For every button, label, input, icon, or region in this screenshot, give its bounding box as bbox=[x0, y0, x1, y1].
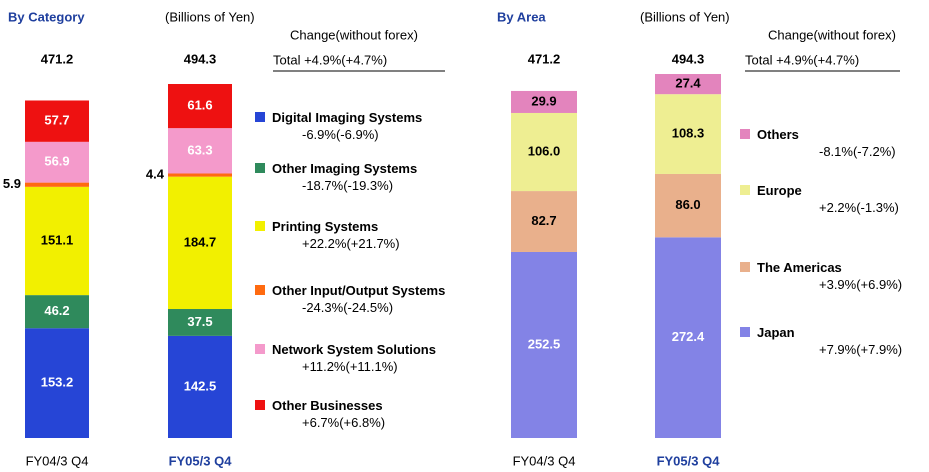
legend-entry: Japan +7.9%(+7.9%) bbox=[757, 324, 917, 358]
legend-entry: The Americas +3.9%(+6.9%) bbox=[757, 259, 917, 293]
bar-segment bbox=[511, 90, 577, 113]
change-header: Change(without forex) bbox=[290, 27, 418, 42]
legend-entry: Other Input/Output Systems -24.3%(-24.5%) bbox=[272, 282, 472, 316]
legend-change: +11.2%(+11.1%) bbox=[302, 359, 398, 374]
legend-name: Europe bbox=[757, 183, 802, 198]
value-label: 4.4 bbox=[146, 167, 165, 182]
legend-name: Digital Imaging Systems bbox=[272, 110, 423, 125]
value-label: 252.5 bbox=[528, 336, 561, 351]
value-label: 5.9 bbox=[3, 176, 21, 191]
legend-swatch bbox=[255, 285, 265, 295]
legend-name: Other Input/Output Systems bbox=[272, 283, 446, 298]
legend-swatch bbox=[740, 185, 750, 195]
bar-segment bbox=[168, 309, 232, 336]
legend-entry: Digital Imaging Systems -6.9%(-6.9%) bbox=[272, 109, 472, 143]
bar-segment bbox=[25, 141, 89, 183]
legend-change: -6.9%(-6.9%) bbox=[302, 127, 379, 142]
bar-segment bbox=[168, 84, 232, 129]
bar-segment bbox=[168, 335, 232, 438]
legend-name: Printing Systems bbox=[272, 219, 379, 234]
legend-name: Other Imaging Systems bbox=[272, 161, 418, 176]
value-label: 46.2 bbox=[44, 303, 69, 318]
legend-entry: Other Imaging Systems -18.7%(-19.3%) bbox=[272, 160, 472, 194]
bar-segment bbox=[655, 74, 721, 95]
value-label: 151.1 bbox=[41, 232, 74, 247]
total-change: Total +4.9%(+4.7%) bbox=[273, 52, 387, 67]
total-label: 494.3 bbox=[184, 51, 217, 66]
subtitle: (Billions of Yen) bbox=[165, 9, 255, 24]
value-label: 272.4 bbox=[672, 329, 705, 344]
change-header: Change(without forex) bbox=[768, 27, 896, 42]
value-label: 27.4 bbox=[675, 76, 701, 91]
legend-swatch bbox=[255, 344, 265, 354]
bar-segment bbox=[511, 191, 577, 252]
total-label: 471.2 bbox=[41, 51, 74, 66]
value-label: 57.7 bbox=[44, 113, 69, 128]
value-label: 63.3 bbox=[187, 142, 212, 157]
legend-name: Japan bbox=[757, 325, 795, 340]
x-tick-label: FY04/3 Q4 bbox=[26, 453, 89, 468]
value-label: 153.2 bbox=[41, 375, 74, 390]
total-label: 471.2 bbox=[528, 51, 561, 66]
legend-swatch bbox=[740, 129, 750, 139]
legend-name: Network System Solutions bbox=[272, 342, 436, 357]
bar-segment bbox=[25, 328, 89, 438]
bar-segment bbox=[511, 112, 577, 192]
x-tick-label: FY05/3 Q4 bbox=[169, 453, 233, 468]
value-label: 56.9 bbox=[44, 154, 69, 169]
value-label: 37.5 bbox=[187, 314, 212, 329]
legend-change: +22.2%(+21.7%) bbox=[302, 236, 400, 251]
total-change: Total +4.9%(+4.7%) bbox=[745, 52, 859, 67]
legend-change: -18.7%(-19.3%) bbox=[302, 178, 394, 193]
legend-name: Other Businesses bbox=[272, 398, 383, 413]
legend-entry: Network System Solutions +11.2%(+11.1%) bbox=[272, 341, 472, 375]
bar-segment bbox=[168, 176, 232, 310]
value-label: 142.5 bbox=[184, 378, 217, 393]
bar-segment bbox=[25, 186, 89, 296]
legend-name: Others bbox=[757, 127, 799, 142]
legend-change: -8.1%(-7.2%) bbox=[819, 144, 896, 159]
legend-change: +2.2%(-1.3%) bbox=[819, 200, 899, 215]
legend-swatch bbox=[255, 112, 265, 122]
legend-swatch bbox=[740, 327, 750, 337]
bar-segment bbox=[511, 251, 577, 438]
legend-change: -24.3%(-24.5%) bbox=[302, 300, 394, 315]
value-label: 82.7 bbox=[531, 213, 556, 228]
subtitle: (Billions of Yen) bbox=[640, 9, 730, 24]
value-label: 86.0 bbox=[675, 197, 700, 212]
legend-swatch bbox=[255, 163, 265, 173]
bar-segment bbox=[25, 295, 89, 329]
legend-swatch bbox=[255, 400, 265, 410]
value-label: 29.9 bbox=[531, 93, 556, 108]
legend-change: +6.7%(+6.8%) bbox=[302, 415, 386, 430]
legend-swatch bbox=[740, 262, 750, 272]
bar-segment bbox=[655, 173, 721, 238]
chart-title: By Category bbox=[8, 9, 85, 24]
bar-segment bbox=[168, 173, 232, 177]
bar-segment bbox=[655, 237, 721, 438]
bar-segment bbox=[25, 100, 89, 142]
legend-entry: Printing Systems +22.2%(+21.7%) bbox=[272, 218, 472, 252]
total-label: 494.3 bbox=[672, 51, 705, 66]
bar-segment bbox=[168, 128, 232, 174]
legend-entry: Others -8.1%(-7.2%) bbox=[757, 126, 917, 160]
chart-title: By Area bbox=[497, 9, 546, 24]
bar-segment bbox=[655, 94, 721, 174]
x-tick-label: FY04/3 Q4 bbox=[513, 453, 576, 468]
bar-segment bbox=[25, 182, 89, 187]
legend-entry: Other Businesses +6.7%(+6.8%) bbox=[272, 397, 472, 431]
legend-change: +7.9%(+7.9%) bbox=[819, 342, 903, 357]
legend-change: +3.9%(+6.9%) bbox=[819, 277, 903, 292]
value-label: 108.3 bbox=[672, 126, 705, 141]
legend-entry: Europe +2.2%(-1.3%) bbox=[757, 182, 917, 216]
x-tick-label: FY05/3 Q4 bbox=[657, 453, 721, 468]
value-label: 184.7 bbox=[184, 234, 217, 249]
value-label: 61.6 bbox=[187, 98, 212, 113]
value-label: 106.0 bbox=[528, 143, 561, 158]
legend-swatch bbox=[255, 221, 265, 231]
legend-name: The Americas bbox=[757, 260, 842, 275]
